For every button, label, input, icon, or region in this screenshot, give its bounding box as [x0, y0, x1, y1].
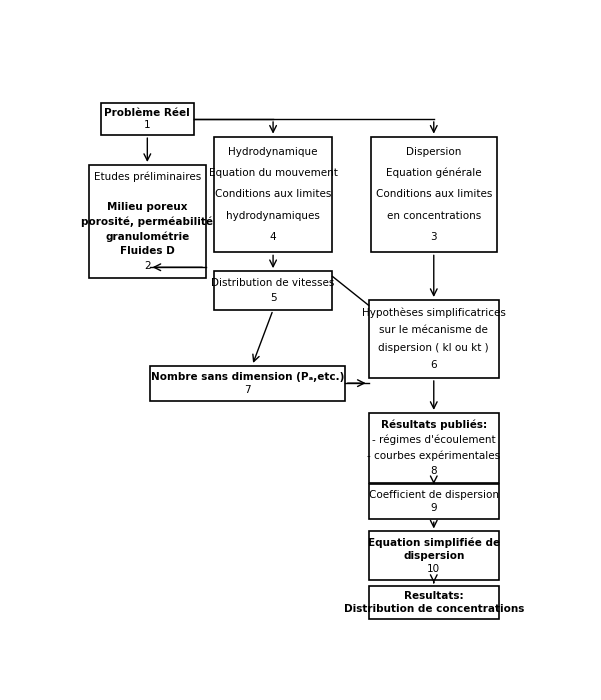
- Text: Nombre sans dimension (Pₐ,etc.): Nombre sans dimension (Pₐ,etc.): [151, 372, 344, 382]
- Bar: [368, 484, 499, 519]
- Text: Distribution de concentrations: Distribution de concentrations: [344, 603, 524, 614]
- Text: Conditions aux limites: Conditions aux limites: [215, 190, 331, 200]
- Text: porosité, perméabilité: porosité, perméabilité: [81, 216, 213, 227]
- Text: Distribution de vitesses: Distribution de vitesses: [212, 278, 335, 288]
- Text: 3: 3: [430, 232, 437, 242]
- Text: Etudes préliminaires: Etudes préliminaires: [94, 172, 201, 182]
- Text: Problème Réel: Problème Réel: [105, 108, 190, 118]
- Bar: [214, 271, 332, 310]
- Text: dispersion ( kl ou kt ): dispersion ( kl ou kt ): [379, 342, 489, 353]
- Text: 5: 5: [270, 293, 276, 303]
- Text: Fluides D: Fluides D: [120, 246, 175, 256]
- Text: Hypothèses simplificatrices: Hypothèses simplificatrices: [362, 307, 505, 318]
- Text: en concentrations: en concentrations: [386, 211, 481, 221]
- Bar: [214, 136, 332, 253]
- Bar: [368, 531, 499, 580]
- Text: Coefficient de dispersion: Coefficient de dispersion: [369, 490, 499, 500]
- Text: - courbes expérimentales: - courbes expérimentales: [367, 450, 501, 461]
- Bar: [150, 365, 345, 400]
- Bar: [368, 413, 499, 483]
- Text: Conditions aux limites: Conditions aux limites: [376, 190, 492, 200]
- Text: granulométrie: granulométrie: [105, 231, 189, 241]
- Text: Résultats publiés:: Résultats publiés:: [380, 419, 487, 430]
- Text: 6: 6: [430, 360, 437, 370]
- Text: Dispersion: Dispersion: [406, 146, 462, 157]
- Text: Equation générale: Equation générale: [386, 168, 481, 178]
- Text: - régimes d'écoulement: - régimes d'écoulement: [372, 435, 496, 445]
- Text: Equation du mouvement: Equation du mouvement: [209, 168, 338, 178]
- Text: sur le mécanisme de: sur le mécanisme de: [379, 326, 488, 335]
- Text: 10: 10: [427, 564, 441, 574]
- Text: Equation simplifiée de: Equation simplifiée de: [368, 537, 500, 547]
- Text: 1: 1: [144, 120, 151, 130]
- Bar: [371, 136, 496, 253]
- Bar: [101, 103, 194, 135]
- Text: 4: 4: [270, 232, 276, 242]
- Text: Resultats:: Resultats:: [404, 592, 463, 601]
- Text: dispersion: dispersion: [403, 551, 465, 561]
- Text: hydrodynamiques: hydrodynamiques: [226, 211, 320, 221]
- Text: 2: 2: [144, 261, 151, 272]
- Text: 7: 7: [244, 385, 251, 395]
- Bar: [368, 300, 499, 378]
- Text: 8: 8: [430, 466, 437, 476]
- Bar: [368, 586, 499, 620]
- Text: 9: 9: [430, 503, 437, 513]
- Bar: [89, 165, 206, 278]
- Text: Milieu poreux: Milieu poreux: [107, 202, 188, 211]
- Text: Hydrodynamique: Hydrodynamique: [228, 146, 318, 157]
